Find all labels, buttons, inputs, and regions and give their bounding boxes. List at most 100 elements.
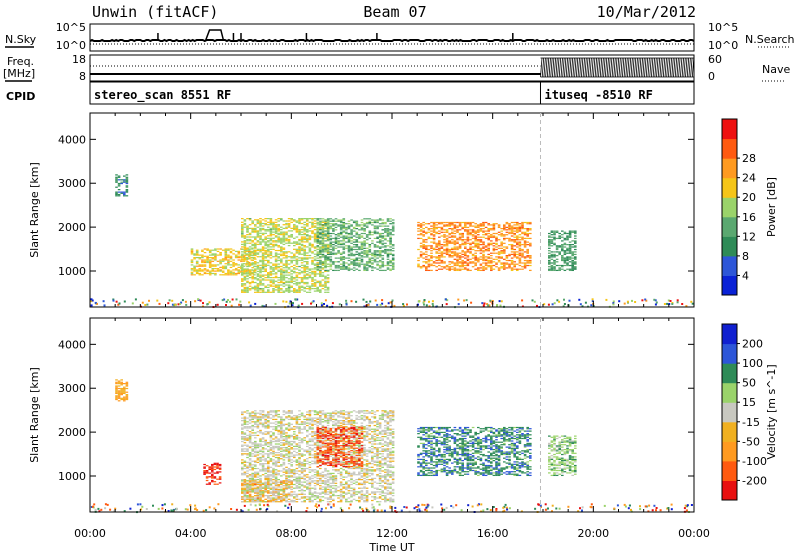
data-cell (264, 257, 267, 259)
data-cell (221, 271, 225, 273)
data-cell (568, 230, 572, 232)
data-cell (386, 268, 390, 270)
data-cell (280, 437, 283, 439)
data-cell (234, 263, 238, 265)
data-cell (267, 241, 270, 243)
data-cell (193, 274, 196, 276)
data-cell (667, 299, 670, 302)
data-cell (516, 268, 519, 270)
data-cell (316, 262, 319, 264)
data-cell (384, 230, 387, 232)
data-cell (469, 246, 472, 248)
data-cell (311, 251, 314, 253)
data-cell (295, 472, 299, 475)
data-cell (445, 224, 449, 226)
data-cell (469, 252, 472, 254)
data-cell (280, 418, 283, 421)
data-cell (548, 252, 551, 254)
data-cell (523, 231, 527, 233)
data-cell (125, 178, 129, 180)
data-cell (345, 247, 348, 249)
data-cell (321, 251, 325, 253)
data-cell (272, 264, 275, 266)
data-cell (503, 235, 506, 237)
data-cell (326, 219, 330, 221)
data-cell (303, 234, 306, 236)
data-cell (246, 449, 249, 451)
data-cell (243, 224, 247, 226)
data-cell (256, 490, 260, 492)
data-cell (197, 298, 200, 301)
data-cell (419, 229, 423, 231)
data-cell (241, 264, 244, 266)
noise-right-tick-bottom: 10^0 (708, 39, 738, 52)
data-cell (117, 191, 121, 193)
data-cell (248, 480, 252, 482)
data-cell (389, 264, 392, 267)
data-cell (553, 267, 556, 269)
data-cell (251, 243, 254, 246)
data-cell (251, 230, 254, 232)
data-cell (321, 221, 325, 223)
data-cell (466, 262, 470, 264)
data-cell (479, 247, 483, 249)
data-cell (280, 498, 283, 500)
data-cell (300, 289, 304, 291)
data-cell (371, 255, 374, 257)
data-cell (190, 252, 194, 254)
data-cell (561, 236, 564, 238)
data-cell (203, 260, 207, 262)
data-cell (274, 286, 278, 289)
data-cell (272, 472, 275, 475)
data-cell (246, 286, 249, 289)
data-cell (251, 277, 254, 279)
data-cell (334, 229, 338, 231)
data-cell (259, 483, 262, 486)
data-cell (267, 229, 270, 231)
data-cell (389, 237, 392, 240)
data-cell (254, 442, 257, 444)
data-cell (445, 241, 449, 243)
data-cell (374, 299, 377, 302)
data-cell (373, 255, 377, 257)
data-cell (248, 283, 252, 285)
data-cell (337, 266, 340, 268)
data-cell (376, 221, 379, 224)
data-cell (518, 241, 522, 243)
data-cell (516, 235, 519, 237)
data-cell (287, 238, 291, 241)
data-cell (267, 256, 270, 258)
data-cell (274, 264, 278, 266)
data-cell (342, 256, 346, 258)
data-cell (477, 240, 480, 242)
data-cell (256, 456, 260, 459)
data-cell (563, 253, 567, 256)
data-cell (272, 487, 275, 489)
data-cell (125, 397, 129, 399)
data-cell (513, 236, 516, 238)
data-cell (306, 274, 309, 276)
data-cell (342, 221, 346, 224)
data-cell (510, 247, 514, 249)
data-cell (243, 465, 247, 467)
data-cell (332, 223, 335, 225)
data-cell (458, 247, 462, 249)
data-cell (269, 495, 273, 497)
data-cell (308, 218, 312, 220)
data-cell (238, 303, 241, 306)
data-cell (306, 224, 309, 226)
data-cell (243, 474, 247, 476)
data-cell (311, 277, 314, 279)
data-cell (345, 303, 348, 306)
data-cell (319, 266, 322, 268)
data-cell (246, 491, 249, 493)
data-cell (313, 234, 317, 236)
data-cell (290, 412, 293, 414)
data-cell (287, 492, 291, 494)
data-cell (417, 264, 420, 267)
data-cell (277, 493, 280, 495)
data-cell (264, 420, 267, 422)
data-cell (339, 252, 343, 254)
data-cell (319, 224, 322, 226)
data-cell (379, 303, 382, 306)
